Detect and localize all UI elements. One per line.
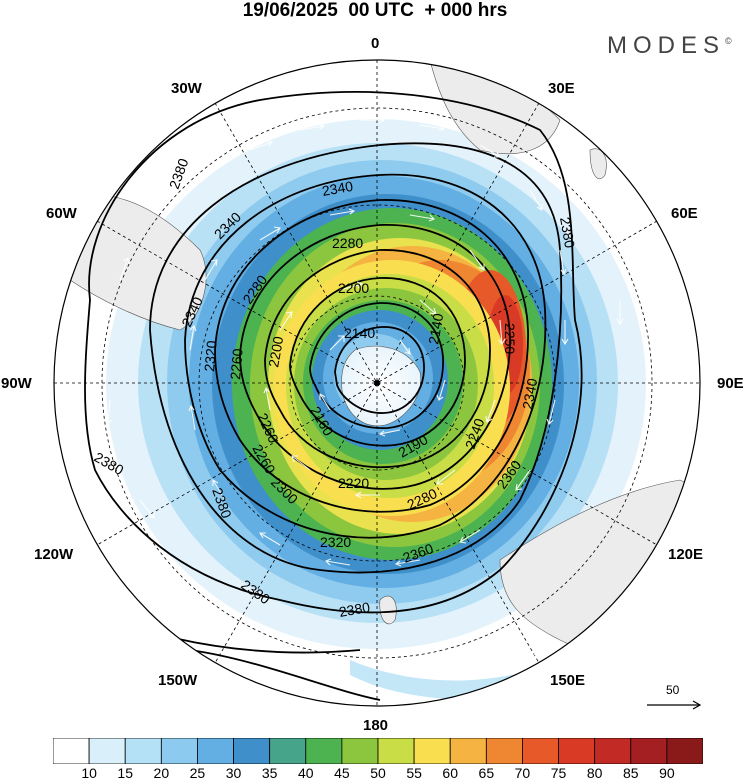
contour-label: 2140	[425, 312, 446, 346]
contour-label: 2260	[227, 348, 246, 381]
contour-label: 2280	[332, 235, 363, 251]
lon-label-90w: 90W	[1, 375, 32, 392]
lon-label-30e: 30E	[548, 80, 575, 97]
contour-label: 2320	[201, 340, 220, 373]
contour-label: 2200	[265, 335, 286, 369]
reference-vector-arrow	[647, 700, 702, 710]
colorbar-tick-label: 10	[81, 765, 97, 781]
colorbar-swatch	[305, 738, 343, 764]
lon-label-30w: 30W	[171, 80, 202, 97]
colorbar-swatch	[160, 738, 198, 764]
colorbar-swatch	[666, 738, 703, 764]
colorbar-tick-label: 20	[153, 765, 170, 781]
reference-vector-label: 50	[666, 683, 680, 697]
colorbar-tick-label: 40	[297, 765, 314, 781]
colorbar-tick-label: 45	[334, 765, 350, 781]
colorbar-tick-label: 65	[478, 765, 495, 781]
map-title: 19/06/2025 00 UTC + 000 hrs	[242, 0, 508, 21]
lon-label-150w: 150W	[158, 672, 198, 689]
colorbar-swatch	[449, 738, 487, 764]
colorbar-swatch	[558, 738, 596, 764]
lon-label-0: 0	[371, 35, 380, 52]
lon-label-180: 180	[363, 717, 389, 734]
wind-vectors	[104, 116, 624, 662]
contour-label: 2380	[557, 216, 578, 250]
colorbar-swatch	[233, 738, 271, 764]
colorbar-tick-label: 15	[117, 765, 133, 781]
colorbar-swatch	[53, 738, 90, 764]
colorbar-tick-label: 35	[261, 765, 278, 781]
colorbar-tick-label: 30	[225, 765, 242, 781]
brand-logo: MODES©	[607, 32, 732, 59]
contour-label: 2250	[502, 323, 518, 354]
colorbar-swatch	[630, 738, 668, 764]
colorbar-tick-label: 85	[622, 765, 639, 781]
colorbar-swatch	[594, 738, 632, 764]
lon-label-120e: 120E	[668, 546, 704, 563]
colorbar-swatch	[485, 738, 523, 764]
contour-label: 2220	[338, 475, 369, 491]
madagascar	[589, 148, 607, 180]
colorbar-swatch	[522, 738, 559, 764]
colorbar-swatch	[88, 738, 126, 764]
lon-label-90e: 90E	[717, 375, 744, 392]
colorbar-swatch	[269, 738, 307, 764]
contour-label: 2380	[338, 599, 372, 620]
contour-label: 2340	[519, 377, 540, 411]
lon-label-60e: 60E	[671, 205, 698, 222]
colorbar-swatch	[377, 738, 415, 764]
lon-label-120w: 120W	[34, 546, 74, 563]
lon-label-150e: 150E	[550, 672, 586, 689]
colorbar-tick-label: 55	[406, 765, 422, 781]
colorbar-tick-label: 80	[586, 765, 603, 781]
lon-label-60w: 60W	[46, 205, 77, 222]
colorbar-tick-label: 25	[189, 765, 206, 781]
colorbar-tick-label: 90	[659, 765, 675, 781]
contour-label: 2200	[338, 280, 369, 296]
colorbar-swatch	[197, 738, 234, 764]
colorbar-swatch	[341, 738, 379, 764]
new-zealand	[379, 595, 397, 625]
colorbar-tick-label: 50	[370, 765, 386, 781]
contour-label: 2320	[320, 534, 351, 550]
colorbar-swatch	[413, 738, 451, 764]
contour-label: 2340	[321, 178, 355, 199]
contour-label: 2380	[166, 156, 192, 191]
colorbar-swatch	[124, 738, 162, 764]
colorbar-tick-label: 75	[550, 765, 567, 781]
colorbar-tick-label: 60	[442, 765, 458, 781]
colorbar	[53, 738, 703, 764]
colorbar-tick-label: 70	[514, 765, 531, 781]
contour-label: 2140	[344, 325, 375, 341]
antarctica	[341, 345, 422, 427]
